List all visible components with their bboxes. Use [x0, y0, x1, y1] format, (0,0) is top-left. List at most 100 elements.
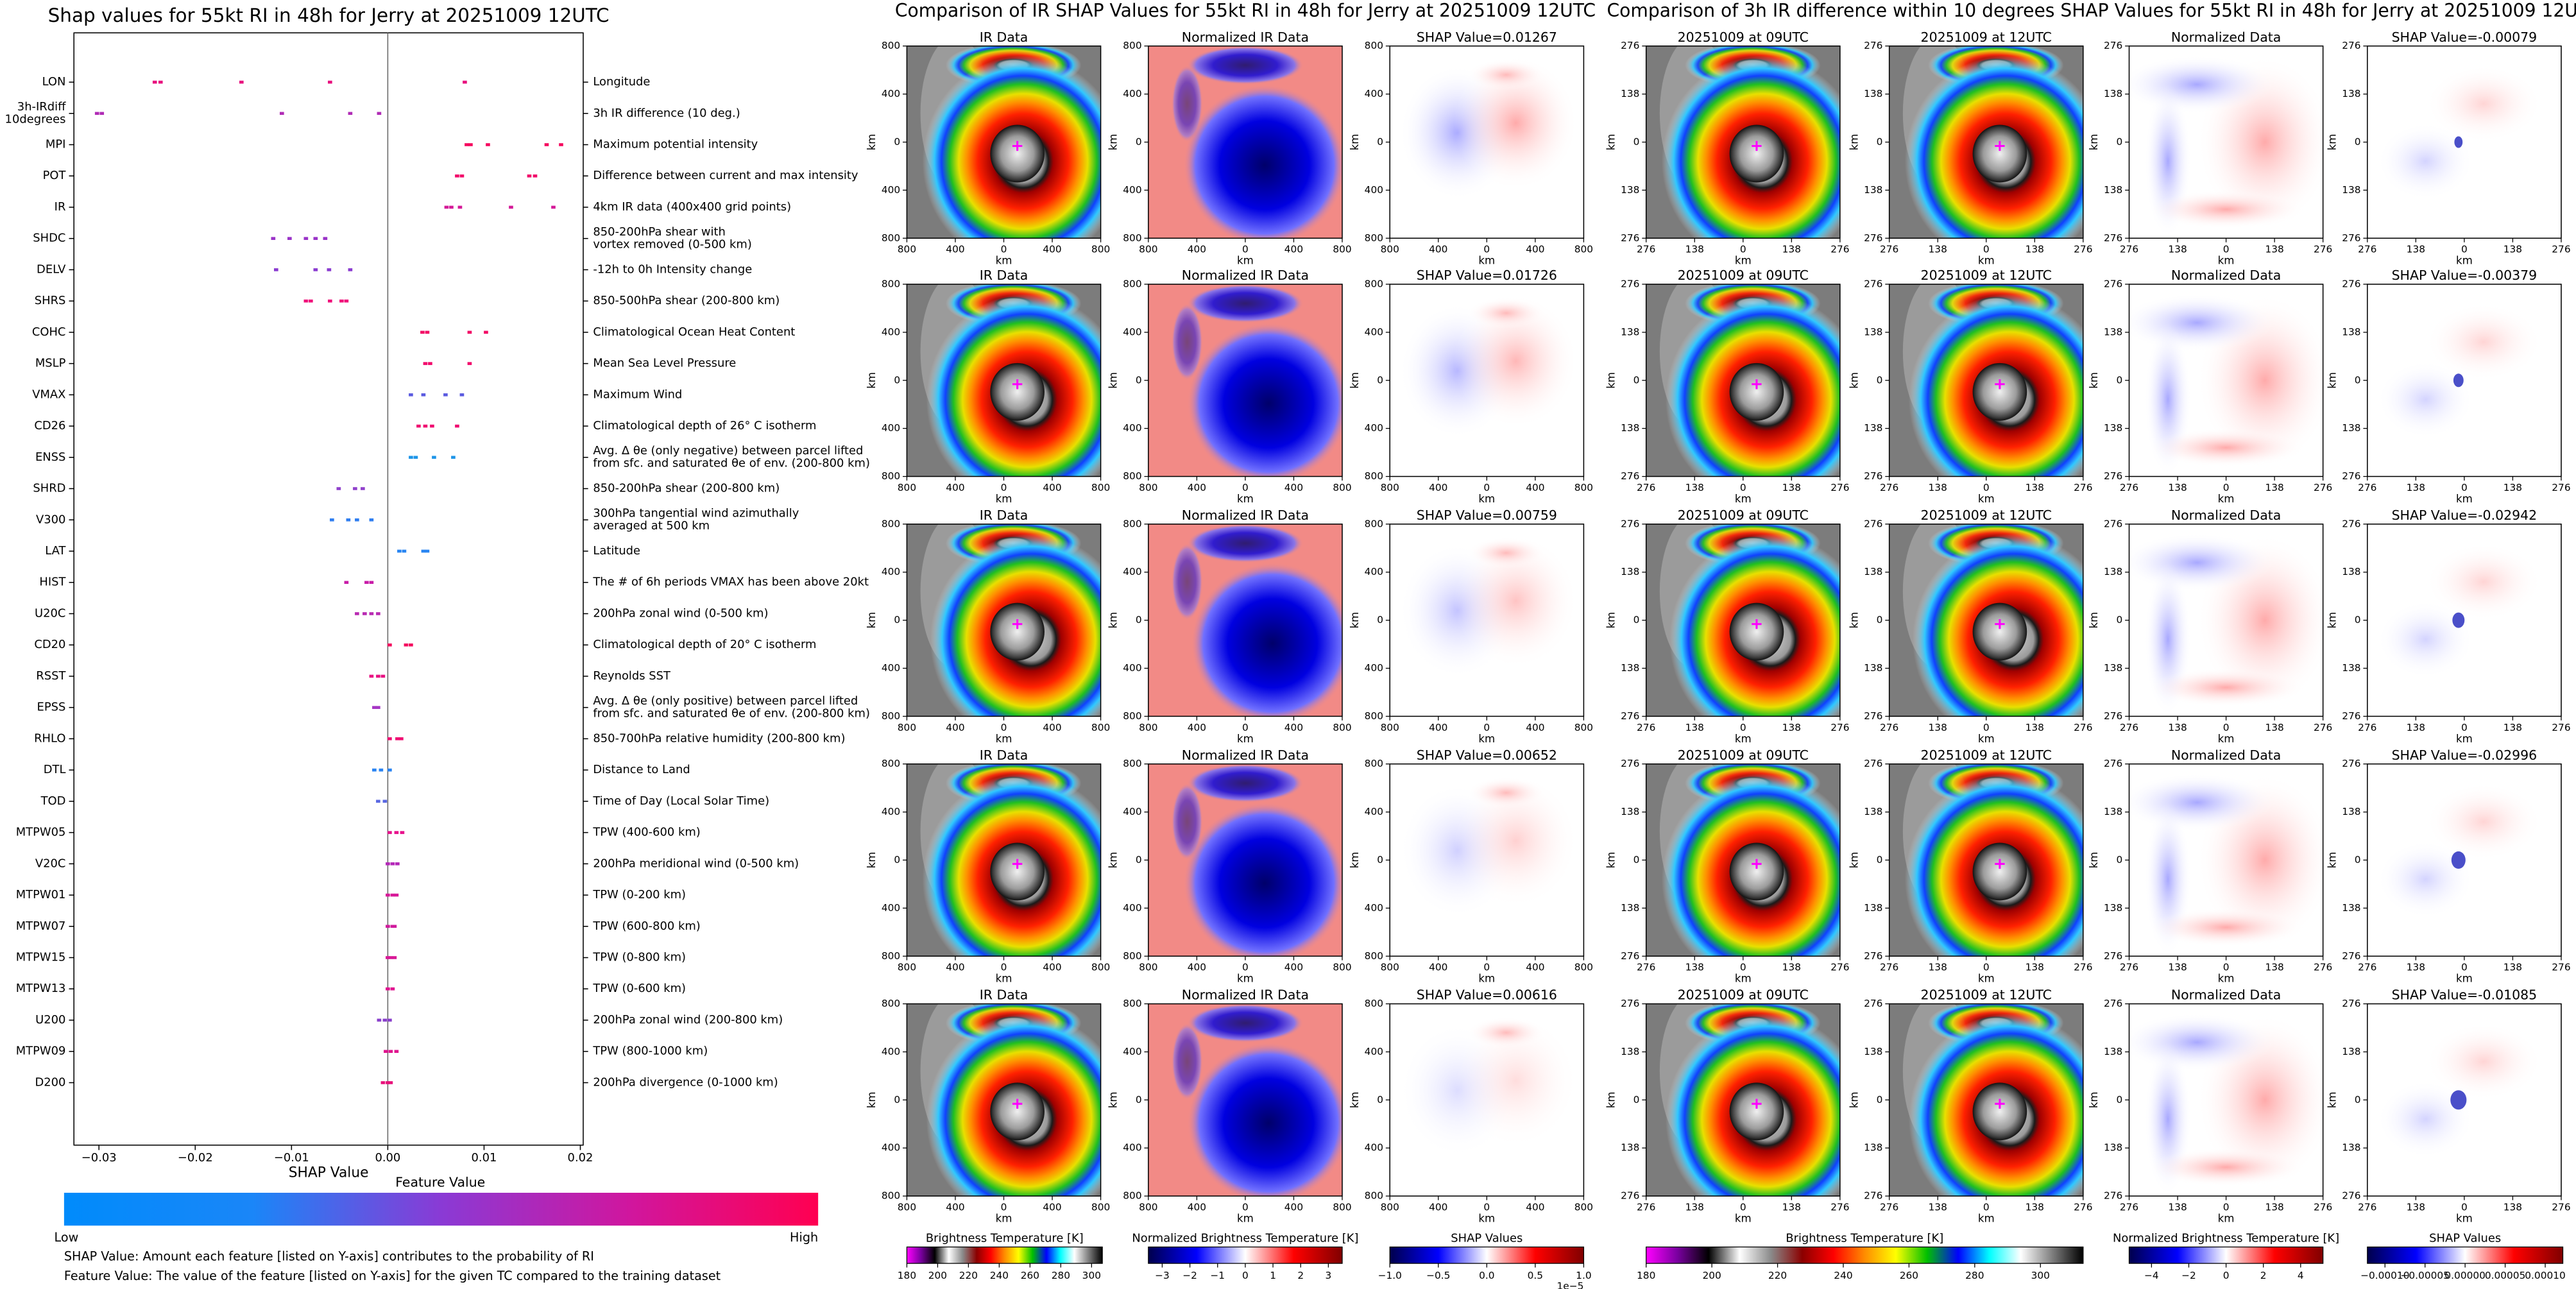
y-tick-label: 400: [1365, 806, 1383, 817]
shap-point: [394, 1050, 399, 1054]
shap-point: [309, 299, 313, 303]
feature-description: TPW (0-600 km): [592, 982, 686, 995]
shap-point: [339, 299, 344, 303]
x-tick-label: 400: [1284, 482, 1303, 493]
x-tick-label: 0: [1483, 244, 1490, 255]
x-tick-label: 0: [1983, 244, 1990, 255]
cold-core: [1183, 802, 1342, 957]
x-tick-label: 0: [1983, 1202, 1990, 1213]
shap-point: [313, 268, 318, 271]
y-tick-label: 800: [882, 1190, 900, 1202]
colorbar-tick-label: 240: [990, 1270, 1009, 1281]
y-tick-label: 138: [2104, 326, 2122, 337]
y-tick-label: 0: [2116, 374, 2122, 386]
y-tick-label: 0: [2116, 614, 2122, 626]
shap-point: [397, 549, 402, 553]
feature-label: CD26: [34, 419, 65, 432]
y-tick-label: 800: [882, 470, 900, 482]
panel-title: SHAP Value=0.00759: [1417, 508, 1557, 523]
x-tick-label: 138: [2503, 1202, 2522, 1213]
colorbar-tick-label: −2: [2181, 1270, 2196, 1281]
y-tick-label: 276: [2104, 710, 2122, 722]
feature-label: MTPW13: [16, 982, 66, 995]
shap-faint: [2376, 361, 2474, 438]
feature-label: POT: [43, 169, 66, 182]
x-tick-label: 138: [2503, 482, 2522, 493]
colorbar-tick-label: 300: [1082, 1270, 1101, 1281]
shap-positive: [1453, 1013, 1578, 1148]
colorbar-label: Brightness Temperature [K]: [926, 1232, 1084, 1245]
x-tick-label: 0: [1483, 962, 1490, 973]
y-tick-label: 400: [882, 326, 900, 337]
shap-point: [409, 643, 413, 647]
feature-description-line: vortex removed (0-500 km): [593, 238, 751, 252]
x-axis-label: km: [1478, 973, 1495, 985]
shap-point: [395, 862, 400, 866]
feature-description: TPW (400-600 km): [592, 826, 700, 839]
feature-description: TPW (0-200 km): [592, 888, 686, 901]
cold-streak: [1187, 524, 1304, 563]
feature-label: 3h-IRdiff 10degrees: [5, 100, 67, 126]
shap-point: [377, 1018, 382, 1022]
panel-image: [1646, 46, 1840, 239]
x-tick-label: −0.01: [274, 1151, 309, 1165]
y-tick-label: 138: [2342, 1046, 2360, 1057]
shap-positive: [1467, 537, 1545, 568]
x-tick-label: 800: [1574, 962, 1593, 973]
panel-image: [1148, 764, 1342, 957]
x-tick-label: 138: [1685, 722, 1704, 733]
feature-label: SHDC: [33, 232, 65, 245]
shap-point: [465, 143, 469, 146]
x-tick-label: 0: [1740, 962, 1746, 973]
x-tick-label: 400: [946, 244, 964, 255]
y-tick-label: 800: [882, 950, 900, 962]
feature-description: TPW (0-800 km): [592, 951, 686, 964]
colorbar-tick-label: 240: [1834, 1270, 1852, 1281]
panel-image: [1889, 764, 2083, 957]
feature-description-line: Avg. Δ θe (only positive) between parcel…: [593, 694, 858, 708]
y-tick-label: 0: [2116, 136, 2122, 148]
shap-point: [544, 143, 549, 146]
x-tick-label: 800: [898, 1202, 916, 1213]
shap-point: [388, 831, 392, 834]
feature-description-line: 850-200hPa shear with: [593, 225, 726, 239]
x-tick-label: 276: [2314, 244, 2332, 255]
y-axis-label: km: [866, 372, 878, 389]
panel-title: 20251009 at 09UTC: [1678, 747, 1809, 763]
x-tick-label: 138: [2168, 1202, 2187, 1213]
x-tick-label: 138: [1929, 482, 1947, 493]
x-tick-label: 0: [1001, 1202, 1007, 1213]
panel-image: [1390, 46, 1584, 239]
shap-point: [239, 80, 244, 84]
shap-point: [413, 456, 418, 459]
y-tick-label: 400: [882, 566, 900, 577]
feature-description: Difference between current and max inten…: [593, 169, 858, 182]
shap-core: [2453, 373, 2464, 388]
panel-title: Normalized Data: [2171, 508, 2281, 523]
y-tick-label: 276: [1864, 710, 1882, 722]
shap-faint: [2425, 783, 2542, 860]
y-tick-label: 800: [1365, 950, 1383, 962]
colorbar-tick-label: 3: [1326, 1270, 1332, 1281]
panel-image: [2367, 46, 2561, 239]
colorbar-tick-label: 0: [1242, 1270, 1249, 1281]
y-tick-label: 276: [1621, 758, 1639, 769]
y-tick-label: 0: [1877, 854, 1883, 866]
shap-point: [379, 768, 384, 772]
storm-center-marker: [1752, 619, 1762, 629]
x-axis-label: km: [2218, 1212, 2235, 1224]
feature-label: MTPW15: [16, 951, 66, 964]
shap-point: [336, 487, 341, 490]
y-tick-label: 0: [1633, 1094, 1640, 1105]
y-axis-label: km: [1848, 372, 1860, 389]
y-tick-label: 276: [1621, 998, 1639, 1009]
panel-title: 20251009 at 09UTC: [1678, 30, 1809, 45]
y-tick-label: 800: [1123, 1190, 1141, 1202]
y-tick-label: 276: [1864, 998, 1882, 1009]
x-tick-label: 276: [2074, 962, 2092, 973]
x-tick-label: 276: [2314, 482, 2332, 493]
x-axis-label: km: [996, 1212, 1012, 1224]
panel-image: [1889, 46, 2083, 239]
colorbar-offset: 1e−5: [1557, 1280, 1584, 1289]
panel-image: [907, 1003, 1101, 1197]
